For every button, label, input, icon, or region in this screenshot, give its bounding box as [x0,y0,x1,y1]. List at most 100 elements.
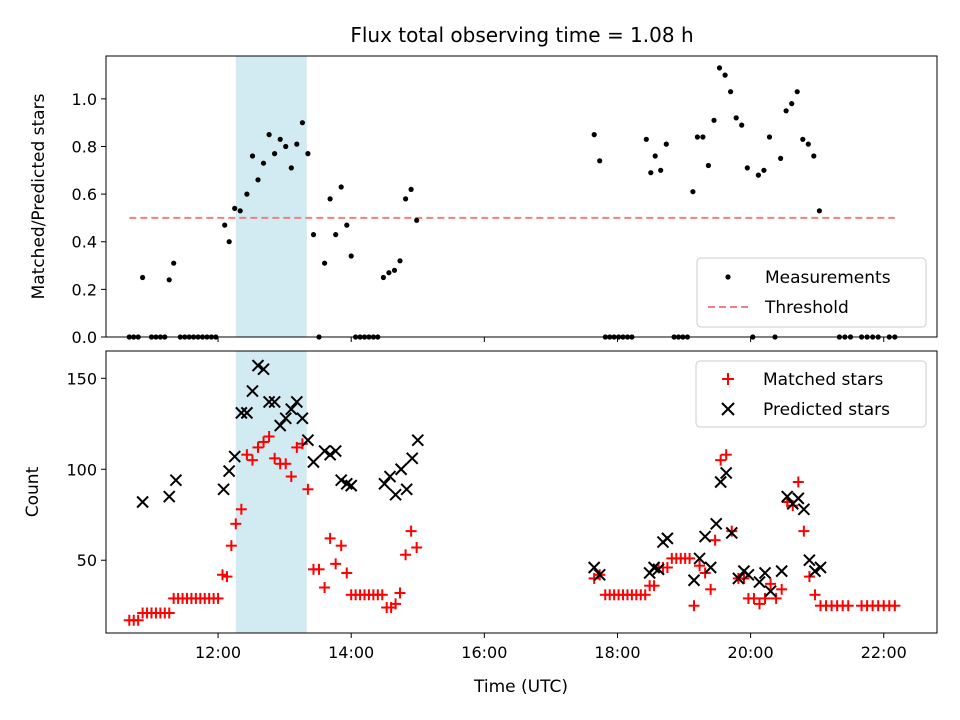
predicted-point-57 [792,492,805,505]
predicted-point-46 [719,466,733,480]
predicted-point-2 [169,473,183,487]
matched-point-110 [842,600,854,612]
matched-point-25 [235,503,247,515]
bottom-highlight-span [235,351,307,633]
matched-point-37 [302,483,314,495]
matched-point-104 [809,589,821,601]
matched-point-76 [661,562,673,574]
predicted-point-23 [335,473,348,487]
predicted-point-43 [704,561,717,574]
matched-point-97 [770,592,782,604]
predicted-point-11 [262,395,276,409]
bottom-y-ticks: 50 100 150 [66,369,106,570]
bottom-xtick-label-3: 18:00 [594,643,640,662]
matched-point-81 [684,552,696,564]
matched-point-94 [753,598,765,610]
predicted-point-6 [235,406,248,420]
legend-threshold-label: Threshold [764,298,849,318]
bottom-legend: Matched stars Predicted stars [695,360,927,428]
matched-point-83 [694,560,706,572]
measurement-point-39 [333,232,339,238]
matched-point-98 [776,583,788,595]
predicted-point-18 [301,433,315,447]
predicted-point-29 [394,463,408,476]
predicted-point-27 [383,470,397,483]
measurement-point-50 [386,270,392,276]
measurement-point-66 [648,170,654,176]
measurement-point-77 [705,162,712,169]
predicted-point-13 [273,419,287,432]
matched-point-23 [225,540,237,552]
predicted-point-33 [587,561,601,574]
bottom-ytick-label-0: 50 [77,551,97,570]
x-axis-label: Time (UTC) [473,677,568,697]
measurement-point-96 [811,153,817,159]
measurement-point-87 [761,167,767,173]
measurement-point-54 [408,186,414,192]
predicted-point-9 [251,359,265,372]
matched-point-26 [241,449,253,461]
top-ytick-label-3: 0.6 [72,185,97,204]
matched-point-24 [230,518,242,530]
measurement-point-9 [171,260,177,266]
matched-point-95 [759,592,771,604]
predicted-point-0 [136,495,149,509]
measurement-point-35 [310,232,317,238]
predicted-point-37 [652,563,665,576]
measurement-point-82 [733,115,739,121]
measurement-point-27 [266,132,272,138]
matched-point-102 [798,525,810,537]
top-panel: 0.0 0.2 0.4 0.6 0.8 1.0 Matched/Predicted sta… [29,55,938,347]
legend-matched-marker [722,373,734,385]
bottom-x-ticks: 12:00 14:00 16:00 18:00 20:00 22:00 [195,633,907,662]
measurement-point-65 [643,136,649,142]
measurement-point-19 [222,222,228,228]
measurement-point-91 [783,108,789,114]
matched-point-20 [212,592,224,604]
matched-point-28 [252,441,264,453]
measurement-point-38 [327,196,333,202]
measurement-point-42 [348,253,354,259]
predicted-point-17 [296,412,309,425]
predicted-point-5 [228,450,241,463]
measurement-point-34 [305,151,311,157]
matched-point-86 [709,534,721,546]
top-ytick-label-2: 0.4 [72,233,97,252]
matched-star-points [123,431,901,626]
matched-point-58 [405,525,417,537]
measurement-point-88 [766,134,773,140]
predicted-point-30 [400,483,413,496]
measurement-point-29 [277,136,283,142]
bottom-ytick-label-2: 150 [66,369,97,388]
measurement-point-24 [249,153,256,159]
predicted-point-54 [775,564,788,578]
matched-point-35 [291,441,303,453]
matched-point-71 [639,589,651,601]
matched-point-89 [726,525,738,537]
measurement-point-25 [255,177,261,183]
top-measurement-points [126,65,898,340]
predicted-point-1 [163,490,176,503]
top-ytick-label-5: 1.0 [72,90,97,109]
matched-point-85 [705,583,717,595]
predicted-point-34 [593,568,606,581]
matched-point-31 [269,452,281,464]
matched-point-57 [400,549,412,561]
matched-point-84 [699,567,711,579]
legend-predicted-label: Predicted stars [763,400,890,420]
measurement-point-84 [744,165,750,171]
predicted-point-41 [693,552,706,565]
bottom-axes-frame [105,350,938,634]
bottom-xtick-label-1: 14:00 [328,643,374,662]
matched-point-101 [792,476,804,488]
matched-point-34 [285,471,297,483]
predicted-point-51 [753,575,766,589]
top-ytick-label-4: 0.8 [72,137,97,156]
predicted-point-31 [406,452,419,465]
predicted-point-3 [217,483,230,496]
measurement-point-56 [591,132,597,138]
top-legend-box [696,257,927,328]
matched-point-88 [720,449,732,461]
legend-predicted-marker [721,402,735,416]
measurement-point-79 [716,65,723,71]
